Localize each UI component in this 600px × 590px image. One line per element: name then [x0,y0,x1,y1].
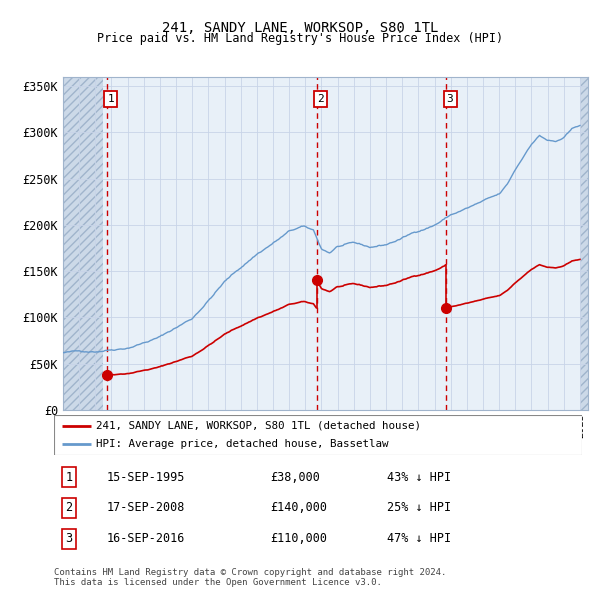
Bar [63,77,103,410]
Text: £140,000: £140,000 [271,502,328,514]
Text: 16-SEP-2016: 16-SEP-2016 [107,532,185,546]
Text: Contains HM Land Registry data © Crown copyright and database right 2024.
This d: Contains HM Land Registry data © Crown c… [54,568,446,587]
Text: £110,000: £110,000 [271,532,328,546]
Text: 15-SEP-1995: 15-SEP-1995 [107,470,185,484]
Text: 2: 2 [317,94,324,104]
Text: 241, SANDY LANE, WORKSOP, S80 1TL (detached house): 241, SANDY LANE, WORKSOP, S80 1TL (detac… [96,421,421,431]
Text: 241, SANDY LANE, WORKSOP, S80 1TL: 241, SANDY LANE, WORKSOP, S80 1TL [162,21,438,35]
Bar [580,77,588,410]
Text: £38,000: £38,000 [271,470,320,484]
Text: 43% ↓ HPI: 43% ↓ HPI [386,470,451,484]
Text: 17-SEP-2008: 17-SEP-2008 [107,502,185,514]
Bar [580,77,588,410]
Text: 3: 3 [65,532,73,546]
Text: 3: 3 [446,94,454,104]
Bar [63,77,103,410]
Text: 1: 1 [65,470,73,484]
Text: 25% ↓ HPI: 25% ↓ HPI [386,502,451,514]
Text: 2: 2 [65,502,73,514]
Text: Price paid vs. HM Land Registry's House Price Index (HPI): Price paid vs. HM Land Registry's House … [97,32,503,45]
Text: 1: 1 [107,94,114,104]
Text: HPI: Average price, detached house, Bassetlaw: HPI: Average price, detached house, Bass… [96,439,389,449]
Text: 47% ↓ HPI: 47% ↓ HPI [386,532,451,546]
